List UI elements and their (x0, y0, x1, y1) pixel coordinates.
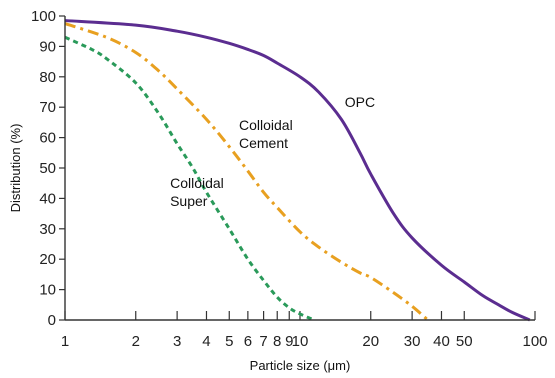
x-tick-label: 1 (61, 333, 69, 350)
curve-annotation: Colloidal Cement (239, 117, 293, 151)
data-series (64, 19, 531, 322)
x-tick-label: 4 (202, 333, 210, 350)
series-line-colloidal-cement (64, 22, 429, 322)
y-tick-label: 70 (39, 99, 56, 116)
y-tick-label: 80 (39, 69, 56, 86)
y-tick-label: 40 (39, 190, 56, 207)
x-tick-label: 30 (404, 333, 421, 350)
x-tick-label: 5 (225, 333, 233, 350)
y-tick-label: 0 (48, 312, 56, 329)
curve-annotations: OPC Colloidal Cement Colloidal Super (170, 94, 375, 209)
x-tick-label: 100 (522, 333, 547, 350)
y-tick-label: 90 (39, 38, 56, 55)
y-tick-label: 50 (39, 160, 56, 177)
curve-annotation: OPC (345, 94, 375, 110)
x-tick-label: 10 (292, 333, 309, 350)
x-tick-label: 6 (244, 333, 252, 350)
x-tick-label: 40 (433, 333, 450, 350)
y-tick-label: 60 (39, 130, 56, 147)
x-tick-label: 50 (456, 333, 473, 350)
y-tick-label: 100 (31, 8, 56, 25)
x-tick-label: 2 (132, 333, 140, 350)
x-tick-label: 20 (362, 333, 379, 350)
x-tick-label: 3 (173, 333, 181, 350)
series-line-opc (64, 19, 531, 322)
curve-annotation: Colloidal Super (170, 175, 224, 209)
y-tick-label: 30 (39, 221, 56, 238)
x-tick-label: 7 (259, 333, 267, 350)
y-tick-label: 20 (39, 251, 56, 268)
y-tick-label: 10 (39, 282, 56, 299)
y-axis-title: Distribution (%) (8, 124, 23, 213)
x-axis-title: Particle size (μm) (250, 358, 351, 373)
x-tick-label: 9 (285, 333, 293, 350)
series-line-colloidal-super (64, 35, 315, 322)
x-tick-label: 8 (273, 333, 281, 350)
